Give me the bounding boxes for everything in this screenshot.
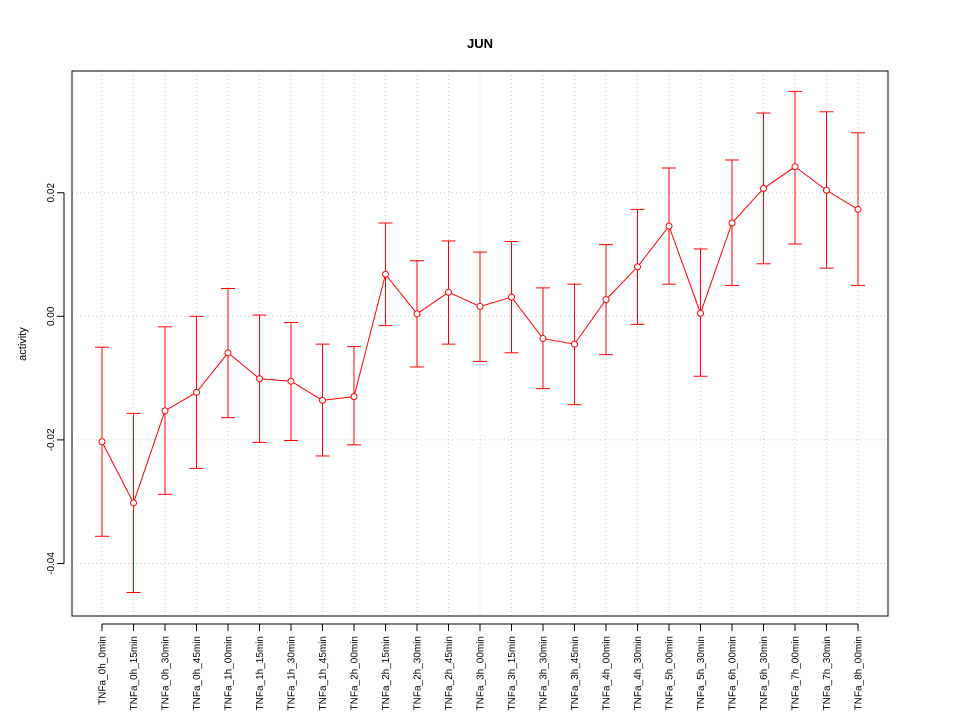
y-tick-label: 0.02 [46,183,57,203]
data-point [823,186,830,194]
data-point [854,205,862,213]
error-bars [95,90,865,594]
data-point [728,219,736,227]
x-tick-label: TNFa_0h_30min [161,636,172,710]
data-point [130,499,137,507]
data-point [350,393,358,401]
data-points [98,163,862,507]
x-tick-label: TNFa_7h_30min [822,636,833,710]
y-tick-label: -0.04 [46,552,57,575]
plot-box [71,70,889,617]
data-point [476,302,484,310]
y-tick-label: 0.00 [46,306,57,326]
x-tick-label: TNFa_2h_00min [350,636,361,710]
x-tick-label: TNFa_1h_30min [287,636,298,710]
x-tick-label: TNFa_4h_00min [602,636,613,710]
data-point [571,340,578,348]
data-point [161,407,169,415]
data-point [539,335,547,343]
data-point [413,310,421,318]
x-tick-label: TNFa_5h_00min [665,636,676,710]
data-point [319,396,326,404]
y-tick-label: -0.02 [46,428,57,451]
x-tick-label: TNFa_5h_30min [696,636,707,710]
data-point [791,163,799,171]
data-point [602,296,610,304]
y-axis-label: activity [17,327,29,361]
chart-title: JUN [467,36,493,51]
x-tick-label: TNFa_2h_45min [444,636,455,710]
x-tick-label: TNFa_3h_00min [476,636,487,710]
x-tick-label: TNFa_1h_00min [224,636,235,710]
x-tick-label: TNFa_0h_15min [129,636,140,710]
x-axis: TNFa_0h_0min TNFa_0h_15min TNFa_0h_30min TN… [98,623,865,710]
x-tick-label: TNFa_3h_45min [570,636,581,710]
x-tick-label: TNFa_0h_0min [98,636,109,705]
y-axis: -0.04 -0.02 0.00 0.02 [46,183,65,575]
x-tick-label: TNFa_8h_00min [854,636,865,710]
data-point [445,288,452,296]
data-point [193,388,200,396]
x-tick-label: TNFa_3h_15min [507,636,518,710]
data-point [224,349,232,357]
x-tick-label: TNFa_4h_30min [633,636,644,710]
data-point [287,377,295,385]
x-tick-label: TNFa_7h_00min [791,636,802,710]
data-point [508,293,515,301]
data-point [98,438,106,446]
x-tick-label: TNFa_6h_00min [728,636,739,710]
x-tick-label: TNFa_2h_15min [381,636,392,710]
x-tick-label: TNFa_1h_45min [318,636,329,710]
x-tick-label: TNFa_6h_30min [759,636,770,710]
x-tick-label: TNFa_2h_30min [413,636,424,710]
data-point [634,263,641,271]
data-point [382,270,389,278]
x-tick-label: TNFa_1h_15min [255,636,266,710]
x-tick-label: TNFa_3h_30min [539,636,550,710]
data-point [697,309,704,317]
data-point [760,184,767,192]
data-point [256,375,263,383]
x-tick-label: TNFa_0h_45min [192,636,203,710]
data-point [665,222,673,230]
